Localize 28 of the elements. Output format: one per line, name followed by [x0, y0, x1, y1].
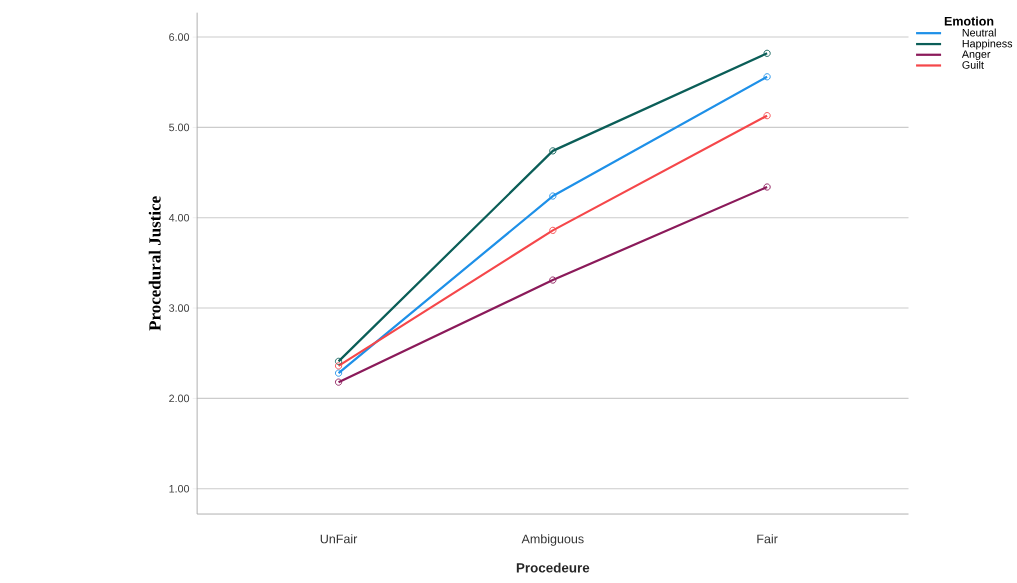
point	[334, 378, 343, 386]
legend-label: Neutral	[962, 28, 996, 37]
point	[334, 362, 343, 370]
point	[549, 226, 557, 235]
point	[334, 357, 343, 366]
point	[549, 192, 557, 200]
y-tick-label: 5.00	[169, 123, 190, 132]
legend-label: Anger	[961, 50, 991, 61]
x-axis-title: Procedeure	[516, 562, 590, 573]
y-tick-label: 4.00	[168, 214, 190, 222]
point	[334, 369, 343, 377]
y-tick-label: 2.00	[169, 394, 190, 403]
point	[763, 73, 771, 81]
point	[763, 183, 771, 191]
x-tick-label: Ambiguous	[521, 534, 584, 546]
y-axis-title: Procedural Justice	[148, 196, 161, 331]
point	[549, 147, 557, 155]
x-tick-label: UnFair	[320, 534, 358, 544]
x-tick-label: Fair	[757, 534, 778, 544]
y-tick-label: 1.00	[169, 485, 190, 493]
legend-label: Happiness	[962, 39, 1013, 50]
legend-title: Emotion	[944, 16, 994, 26]
legend-label: Guilt	[962, 61, 984, 69]
y-tick-label: 6.00	[169, 33, 190, 41]
point	[549, 276, 557, 284]
point	[763, 49, 771, 58]
point	[763, 112, 771, 120]
y-tick-label: 3.00	[169, 304, 190, 313]
